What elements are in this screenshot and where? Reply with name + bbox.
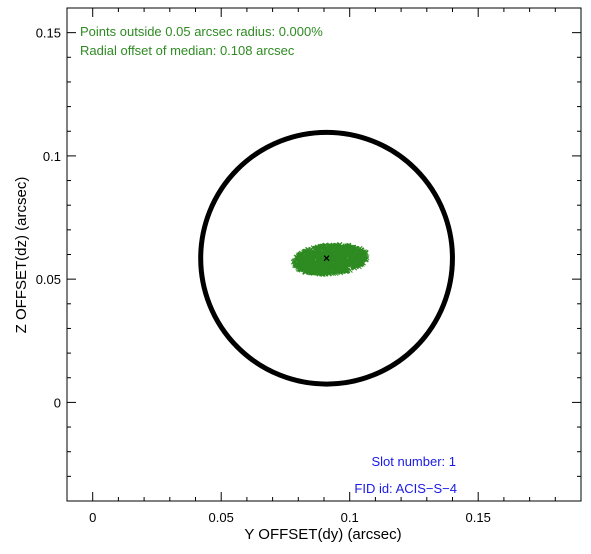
tick-labels: 0 0.05 0.1 0.15 0 0.05 0.1 0.15	[36, 26, 491, 525]
data-point	[346, 245, 352, 251]
data-point	[339, 257, 345, 263]
data-point	[292, 258, 298, 264]
data-point	[322, 271, 328, 277]
x-tick-label: 0.1	[341, 510, 359, 525]
data-point	[337, 244, 343, 250]
data-point	[354, 262, 360, 268]
data-point	[337, 268, 343, 274]
radius-circle	[198, 129, 455, 387]
y-tick-label: 0	[54, 395, 61, 410]
annotation-radial-offset: Radial offset of median: 0.108 arcsec	[80, 43, 295, 58]
data-point	[301, 249, 307, 255]
data-point	[347, 254, 353, 260]
data-point	[307, 263, 313, 269]
data-point	[336, 263, 342, 269]
y-axis-label: Z OFFSET(dz) (arcsec)	[13, 177, 30, 334]
data-point	[363, 249, 369, 255]
data-point	[334, 248, 340, 254]
data-point	[296, 259, 302, 265]
data-point	[351, 244, 357, 251]
data-points	[290, 242, 370, 277]
data-point	[317, 245, 323, 251]
data-point	[322, 251, 328, 257]
x-axis-label: Y OFFSET(dy) (arcsec)	[244, 526, 401, 543]
x-tick-label: 0.05	[209, 510, 234, 525]
data-point	[301, 265, 307, 271]
data-point	[293, 263, 299, 269]
data-point	[357, 249, 363, 255]
data-point	[294, 263, 300, 269]
data-point	[327, 263, 333, 269]
x-tick-label: 0.15	[466, 510, 491, 525]
y-tick-label: 0.05	[36, 272, 61, 287]
data-point	[307, 257, 313, 263]
data-point	[341, 253, 347, 259]
annotation-points-outside: Points outside 0.05 arcsec radius: 0.000…	[80, 24, 323, 39]
data-point	[333, 243, 339, 249]
data-point	[343, 250, 349, 256]
median-marker	[323, 255, 330, 262]
data-point	[361, 249, 367, 255]
annotation-slot-number: Slot number: 1	[371, 454, 456, 469]
data-point	[331, 261, 337, 268]
axis-ticks	[66, 7, 582, 502]
data-point	[351, 250, 357, 256]
data-point	[332, 251, 338, 258]
data-point	[316, 261, 322, 267]
data-point	[322, 264, 328, 270]
data-point	[330, 244, 336, 251]
data-point	[326, 271, 332, 277]
data-point	[311, 261, 317, 268]
annotation-fid-id: FID id: ACIS−S−4	[354, 481, 457, 496]
data-point	[294, 254, 300, 261]
data-point	[362, 257, 368, 263]
data-point	[353, 263, 359, 270]
data-point	[324, 268, 330, 274]
data-point	[346, 258, 352, 264]
data-point	[306, 269, 312, 276]
data-point	[341, 264, 347, 270]
data-point	[345, 268, 351, 274]
data-point	[357, 261, 363, 267]
data-point	[310, 268, 316, 274]
data-point	[310, 252, 316, 258]
y-tick-label: 0.15	[36, 26, 61, 41]
data-point	[356, 253, 362, 259]
data-point	[352, 258, 358, 264]
data-point	[312, 269, 319, 275]
median-point	[323, 255, 330, 262]
y-tick-label: 0.1	[43, 149, 61, 164]
data-point	[360, 256, 366, 262]
data-point	[299, 252, 305, 259]
data-point	[360, 260, 366, 266]
x-tick-label: 0	[89, 510, 96, 525]
